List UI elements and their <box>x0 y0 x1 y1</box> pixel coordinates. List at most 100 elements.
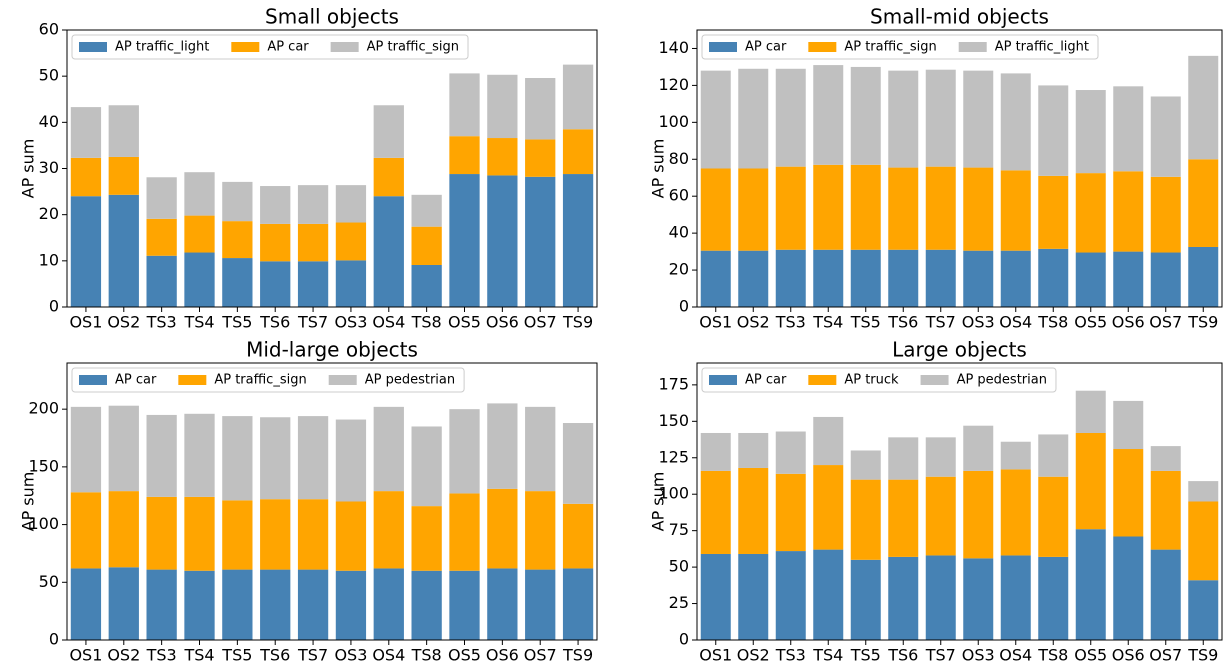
x-tick-label: OS4 <box>999 646 1032 662</box>
legend-label: AP traffic_sign <box>844 40 936 55</box>
bar-segment <box>335 570 367 640</box>
y-tick-label: 125 <box>658 447 689 466</box>
y-tick-label: 60 <box>669 186 689 205</box>
bar-segment <box>411 506 442 571</box>
x-tick-label: OS3 <box>334 313 367 332</box>
chart-title: Small objects <box>265 5 399 29</box>
x-tick-label: OS7 <box>524 646 557 662</box>
bar-segment <box>1000 250 1031 307</box>
bar-segment <box>1038 434 1069 477</box>
y-tick-label: 200 <box>28 399 59 418</box>
bar-segment <box>146 569 177 640</box>
x-tick-label: OS4 <box>372 313 405 332</box>
x-tick-label: TS4 <box>183 313 214 332</box>
bar-segment <box>411 226 442 265</box>
y-tick-label: 0 <box>49 297 59 316</box>
bar-segment <box>1075 390 1106 433</box>
y-axis-label: AP sum <box>19 472 38 532</box>
bar-segment <box>70 107 102 158</box>
y-tick-label: 40 <box>669 223 689 242</box>
x-tick-label: TS8 <box>1037 646 1068 662</box>
x-tick-label: TS8 <box>411 313 442 332</box>
x-tick-label: TS3 <box>775 646 806 662</box>
x-tick-label: OS7 <box>524 313 557 332</box>
bar-segment <box>1150 252 1181 307</box>
y-tick-label: 0 <box>49 630 59 649</box>
bar-segment <box>146 414 177 497</box>
bar-segment <box>925 166 956 250</box>
plot-frame <box>696 362 1223 641</box>
x-tick-label: TS9 <box>562 313 593 332</box>
bar-segment <box>1113 449 1144 537</box>
chart-panel: 0 50 100 150 200 OS1 OS2 TS3 TS4 TS5 TS6 TS7 OS3 OS4 T… <box>19 338 598 665</box>
bar-segment <box>411 264 442 307</box>
bar-segment <box>775 551 806 640</box>
bar-segment <box>525 569 556 640</box>
y-tick-label: 50 <box>669 557 689 576</box>
x-tick-label: OS6 <box>486 313 519 332</box>
chart-panel: 0 10 20 30 40 50 60 OS1 OS2 TS3 TS4 TS5 TS6 TS7 OS3 OS4… <box>19 5 598 332</box>
legend: AP car AP traffic_sign AP pedestrian <box>71 367 465 393</box>
bar-segment <box>487 403 518 489</box>
bar-segment <box>297 261 329 307</box>
bar-segment <box>738 168 769 251</box>
x-tick-label: TS7 <box>297 646 328 662</box>
legend: AP car AP traffic_sign AP traffic_light <box>701 34 1099 60</box>
bar-segment <box>373 568 404 640</box>
x-tick-label: TS7 <box>297 313 328 332</box>
y-tick-label: 80 <box>669 149 689 168</box>
bar-segment <box>449 174 480 307</box>
bar-segment <box>335 419 367 502</box>
bar-segment <box>525 176 556 307</box>
x-tick-label: TS4 <box>183 646 214 662</box>
bar-segment <box>108 105 139 157</box>
bar-segment <box>184 570 215 640</box>
bar-segment <box>700 168 731 251</box>
legend: AP traffic_light AP car AP traffic_sign <box>71 34 469 60</box>
x-tick-label: TS5 <box>850 646 881 662</box>
bar-segment <box>850 450 881 480</box>
y-tick-label: 20 <box>39 204 59 223</box>
bar-segment <box>925 437 956 477</box>
x-tick-label: TS5 <box>221 646 252 662</box>
y-tick-label: 140 <box>658 38 689 57</box>
bar-segment <box>1000 555 1031 640</box>
y-tick-label: 100 <box>658 112 689 131</box>
bar-segment <box>1188 159 1219 247</box>
bar-segment <box>108 194 139 307</box>
y-tick-label: 50 <box>39 66 59 85</box>
legend-swatch <box>808 375 837 385</box>
bar-segment <box>813 164 844 250</box>
x-tick-label: OS3 <box>334 646 367 662</box>
bar-segment <box>700 70 731 169</box>
x-tick-label: OS6 <box>486 646 519 662</box>
x-tick-label: OS1 <box>699 646 732 662</box>
bar-segment <box>411 194 442 227</box>
bar-segment <box>1038 556 1069 640</box>
bar-segment <box>373 406 404 492</box>
x-tick-label: TS9 <box>562 646 593 662</box>
bar-segment <box>562 174 594 307</box>
bar-segment <box>373 105 404 158</box>
bar-segment <box>260 261 291 307</box>
bar-segment <box>297 223 329 262</box>
bar-segment <box>888 167 919 250</box>
bar-segment <box>184 413 215 497</box>
bar-segment <box>813 65 844 165</box>
legend-frame <box>701 34 1099 60</box>
x-tick-label: TS4 <box>812 646 843 662</box>
y-tick-label: 75 <box>669 520 689 539</box>
bar-segment <box>1000 73 1031 171</box>
y-tick-label: 150 <box>28 456 59 475</box>
bar-segment <box>449 73 480 137</box>
bar-segment <box>813 249 844 307</box>
bar-segment <box>449 493 480 571</box>
bar-segment <box>1038 85 1069 176</box>
bar-segment <box>146 496 177 570</box>
bar-segment <box>1188 580 1219 640</box>
bar-segment <box>222 416 253 501</box>
x-tick-label: OS5 <box>448 646 481 662</box>
bar-segment <box>335 260 367 307</box>
legend-frame <box>71 34 469 60</box>
x-tick-label: OS6 <box>1112 313 1145 332</box>
